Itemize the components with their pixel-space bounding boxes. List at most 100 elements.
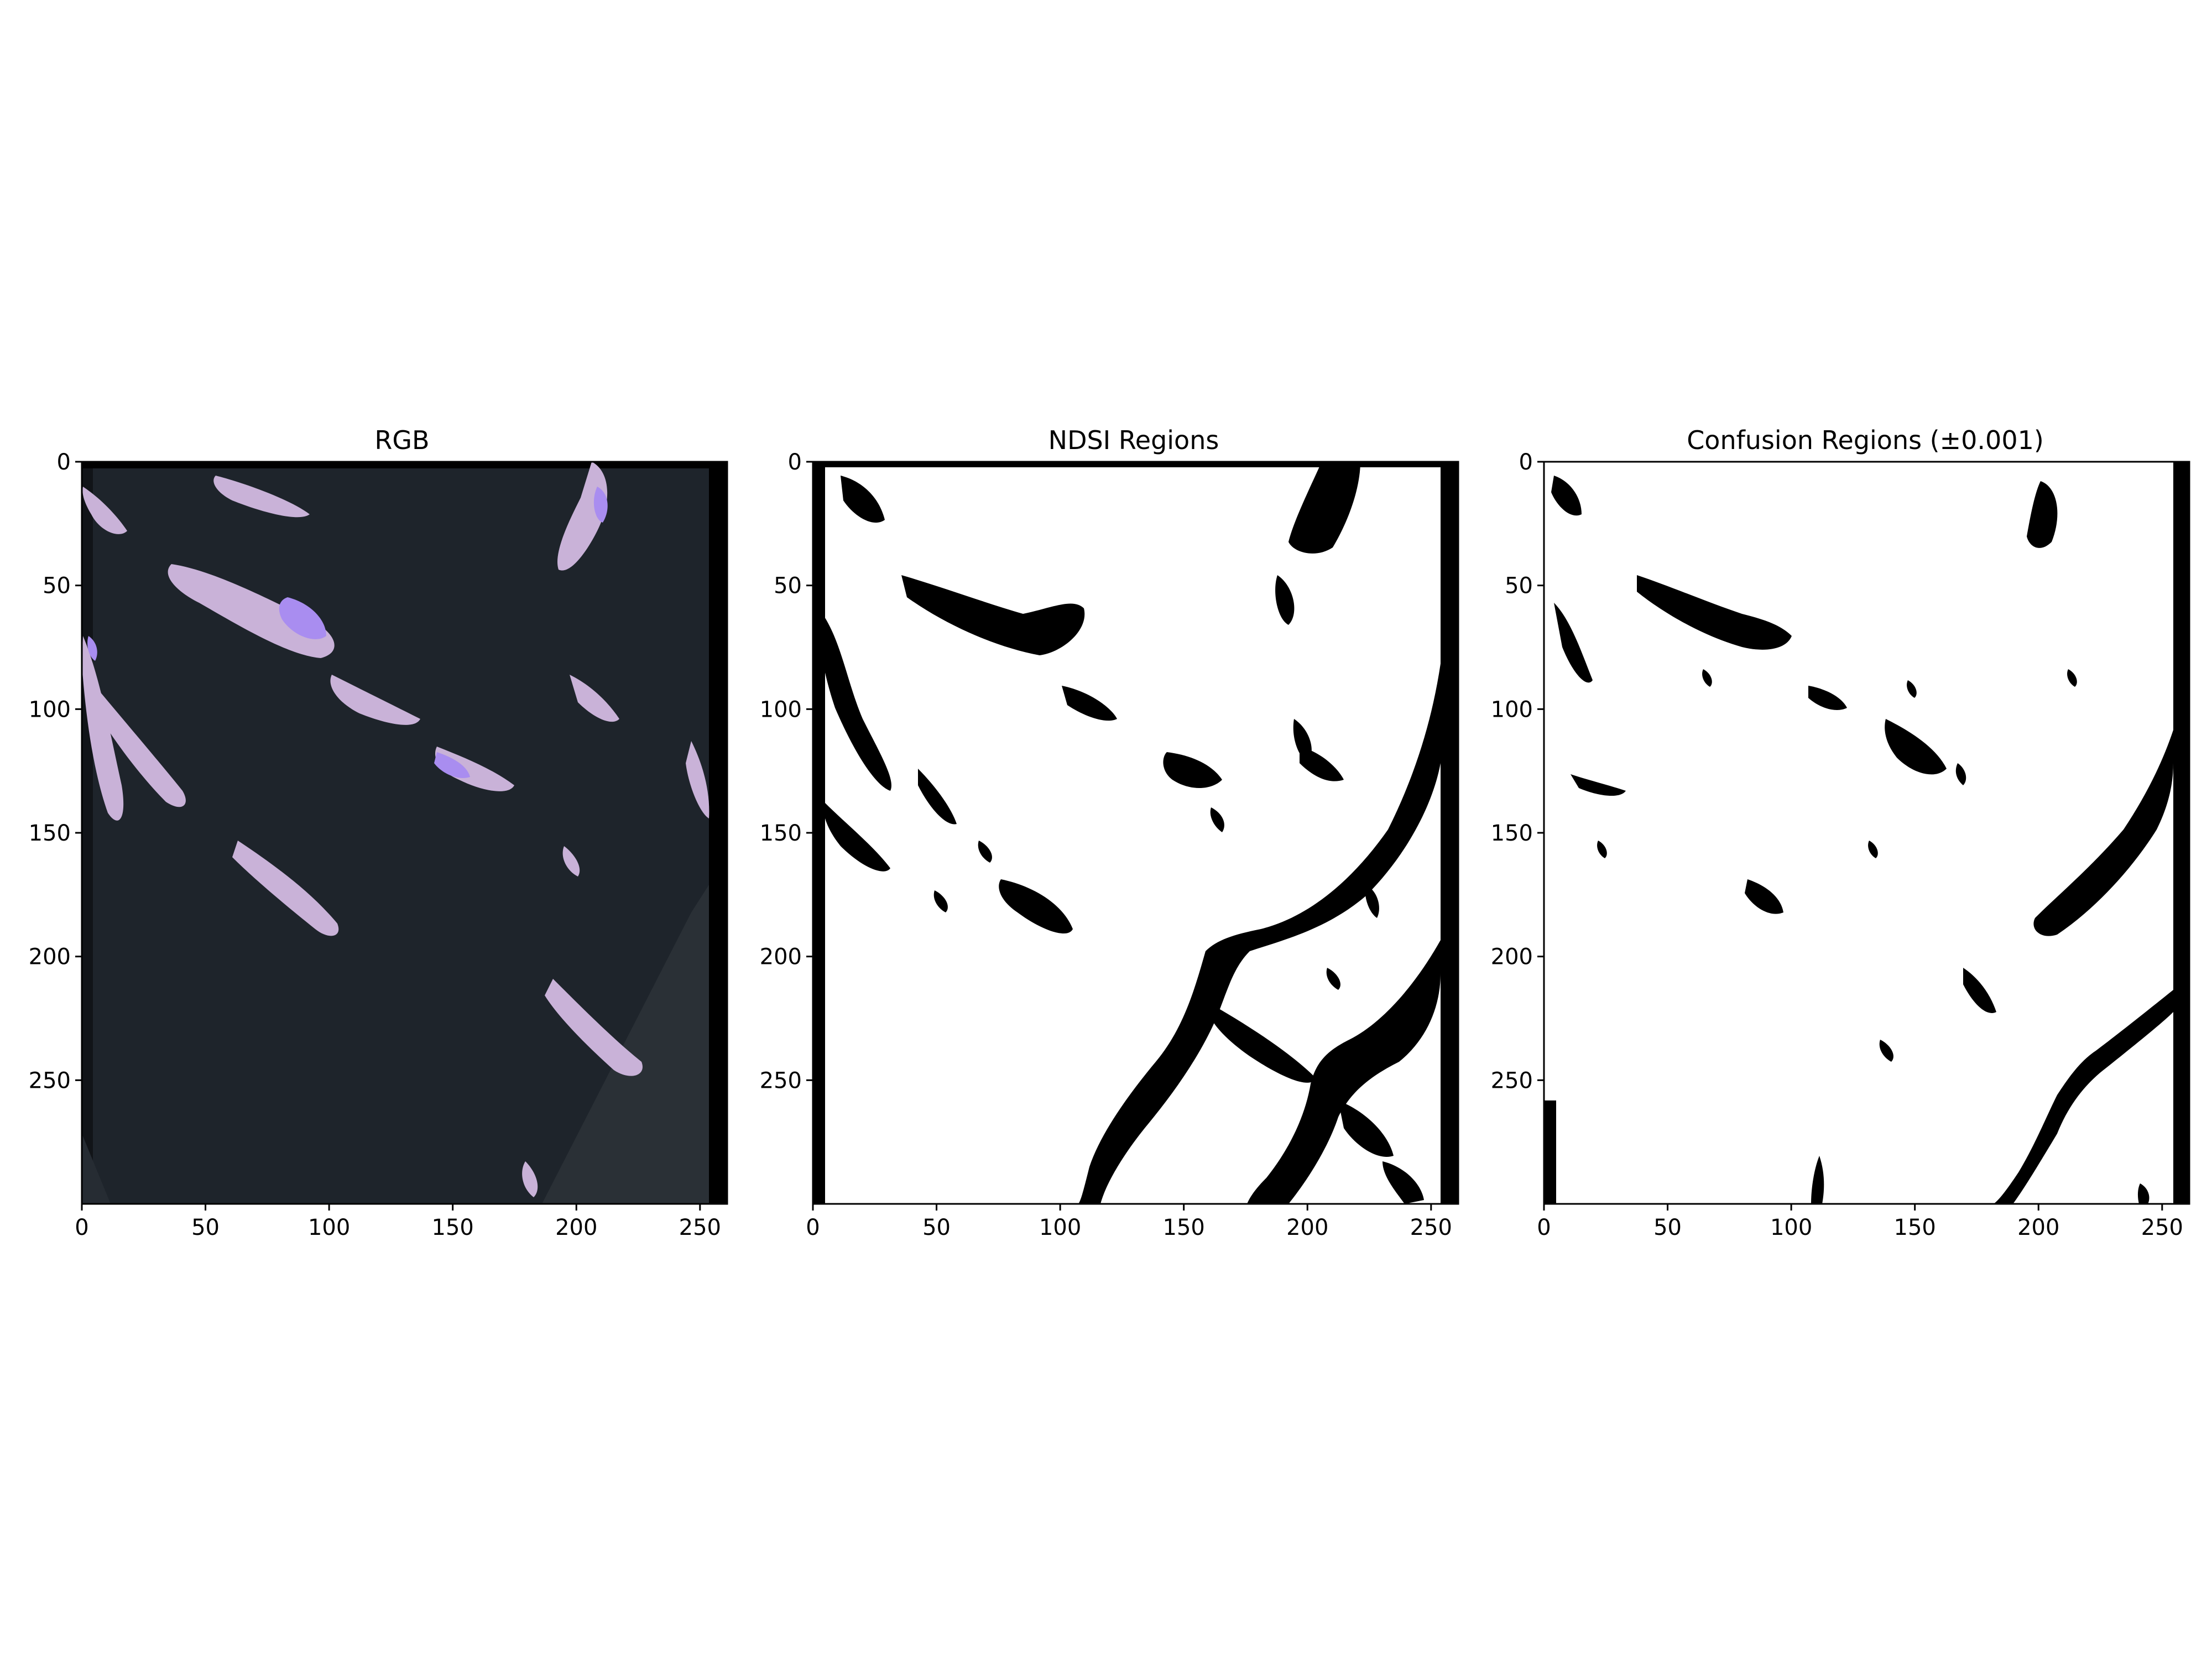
- left-edge-strip: [1544, 1100, 1556, 1204]
- snow-patch: [213, 476, 310, 518]
- mask-river: [1078, 664, 1441, 1204]
- corner-shading: [82, 1134, 111, 1204]
- snow-patch: [82, 487, 127, 534]
- x-axis-ticks: 0 50 100 150 200 250: [806, 1204, 1452, 1240]
- y-tick-label: 0: [788, 450, 802, 475]
- snow-patch: [94, 691, 186, 807]
- panel-title-rgb: RGB: [374, 425, 429, 455]
- right-edge-strip: [1441, 462, 1458, 1204]
- x-tick-label: 0: [1537, 1215, 1551, 1240]
- y-tick-label: 250: [29, 1068, 71, 1093]
- snow-patch: [570, 675, 619, 722]
- y-tick-label: 200: [760, 945, 802, 970]
- x-tick-label: 0: [75, 1215, 88, 1240]
- x-tick-label: 200: [1286, 1215, 1328, 1240]
- mask-blob: [1637, 575, 1792, 650]
- panel-title-ndsi: NDSI Regions: [1048, 425, 1219, 455]
- panel-ndsi-regions: NDSI Regions: [760, 425, 1459, 1240]
- mask-blob: [1868, 841, 1878, 858]
- mask-blob: [1879, 1040, 1893, 1062]
- mask-blob: [1597, 841, 1607, 858]
- mask-blob: [1808, 686, 1847, 710]
- bright-snow-patches: [87, 487, 608, 779]
- y-tick-label: 100: [1491, 697, 1533, 722]
- y-axis-ticks: 0 50 100 150 200 250: [1491, 450, 1544, 1093]
- panel-confusion-regions: Confusion Regions (±0.001): [1491, 425, 2190, 1240]
- mask-blob: [1963, 968, 1996, 1013]
- mask-blob: [901, 575, 1085, 655]
- x-tick-label: 50: [922, 1215, 951, 1240]
- mask-blob: [999, 879, 1073, 934]
- mask-blob: [1885, 719, 1947, 775]
- snow-patch: [545, 979, 643, 1076]
- y-tick-label: 250: [760, 1068, 802, 1093]
- x-tick-label: 100: [1039, 1215, 1081, 1240]
- mask-blob: [1275, 575, 1295, 625]
- mask-river: [2033, 730, 2173, 936]
- mask-blob: [1062, 686, 1117, 721]
- y-tick-label: 150: [1491, 821, 1533, 846]
- right-edge-strip: [709, 462, 727, 1204]
- snow-patch: [330, 675, 420, 725]
- y-tick-label: 50: [43, 573, 71, 599]
- left-edge-strip: [82, 462, 93, 1204]
- snow-patch: [232, 841, 339, 936]
- x-tick-label: 50: [191, 1215, 220, 1240]
- mask-blob: [933, 890, 948, 912]
- ndsi-mask-image: [813, 462, 1458, 1204]
- mask-blob: [1365, 885, 1379, 918]
- mask-blob: [1907, 680, 1917, 698]
- snow-patch: [557, 462, 608, 571]
- y-tick-label: 100: [29, 697, 71, 722]
- x-tick-label: 150: [1894, 1215, 1936, 1240]
- snow-patch: [435, 747, 514, 791]
- y-tick-label: 50: [774, 573, 802, 599]
- mask-blob: [1293, 719, 1312, 763]
- x-tick-label: 250: [679, 1215, 721, 1240]
- bright-snow-patch: [434, 752, 470, 779]
- x-tick-label: 0: [806, 1215, 820, 1240]
- mask-blob: [841, 476, 885, 523]
- top-edge-strip: [82, 462, 727, 468]
- x-tick-label: 250: [2141, 1215, 2183, 1240]
- mask-blob: [1955, 763, 1966, 785]
- mask-blob: [2137, 1183, 2150, 1204]
- left-edge-strip: [813, 462, 825, 1204]
- x-tick-label: 100: [308, 1215, 350, 1240]
- mask-blob: [1210, 807, 1224, 832]
- confusion-mask-image: [1544, 462, 2189, 1204]
- mask-blob: [1702, 669, 1712, 687]
- mask-blob: [2027, 481, 2058, 548]
- mask-blob: [1288, 462, 1360, 554]
- panel-title-confusion: Confusion Regions (±0.001): [1687, 425, 2044, 455]
- panel-rgb: RGB: [29, 425, 728, 1240]
- mask-regions: [1544, 462, 2189, 1204]
- bright-snow-patch: [279, 597, 326, 639]
- mask-blob: [1571, 774, 1626, 796]
- y-tick-label: 150: [760, 821, 802, 846]
- snow-patch: [82, 636, 124, 821]
- y-tick-label: 0: [57, 450, 71, 475]
- mask-blob: [1326, 968, 1340, 990]
- mask-blob: [818, 608, 891, 791]
- y-axis-ticks: 0 50 100 150 200 250: [760, 450, 813, 1093]
- x-axis-ticks: 0 50 100 150 200 250: [1537, 1204, 2183, 1240]
- mask-blob: [1551, 476, 1582, 516]
- mask-blob: [823, 802, 890, 872]
- top-edge-strip: [813, 462, 1458, 467]
- rgb-image: [82, 462, 727, 1204]
- bright-snow-patch: [87, 636, 97, 661]
- x-tick-label: 150: [432, 1215, 474, 1240]
- y-tick-label: 200: [1491, 945, 1533, 970]
- x-tick-label: 50: [1653, 1215, 1682, 1240]
- y-tick-label: 200: [29, 945, 71, 970]
- snow-patch: [686, 741, 709, 818]
- mask-blob: [1338, 1100, 1394, 1157]
- y-axis-ticks: 0 50 100 150 200 250: [29, 450, 82, 1093]
- y-tick-label: 100: [760, 697, 802, 722]
- mask-blob: [918, 769, 957, 825]
- y-tick-label: 50: [1505, 573, 1533, 599]
- mask-blob: [978, 841, 992, 863]
- x-tick-label: 150: [1163, 1215, 1205, 1240]
